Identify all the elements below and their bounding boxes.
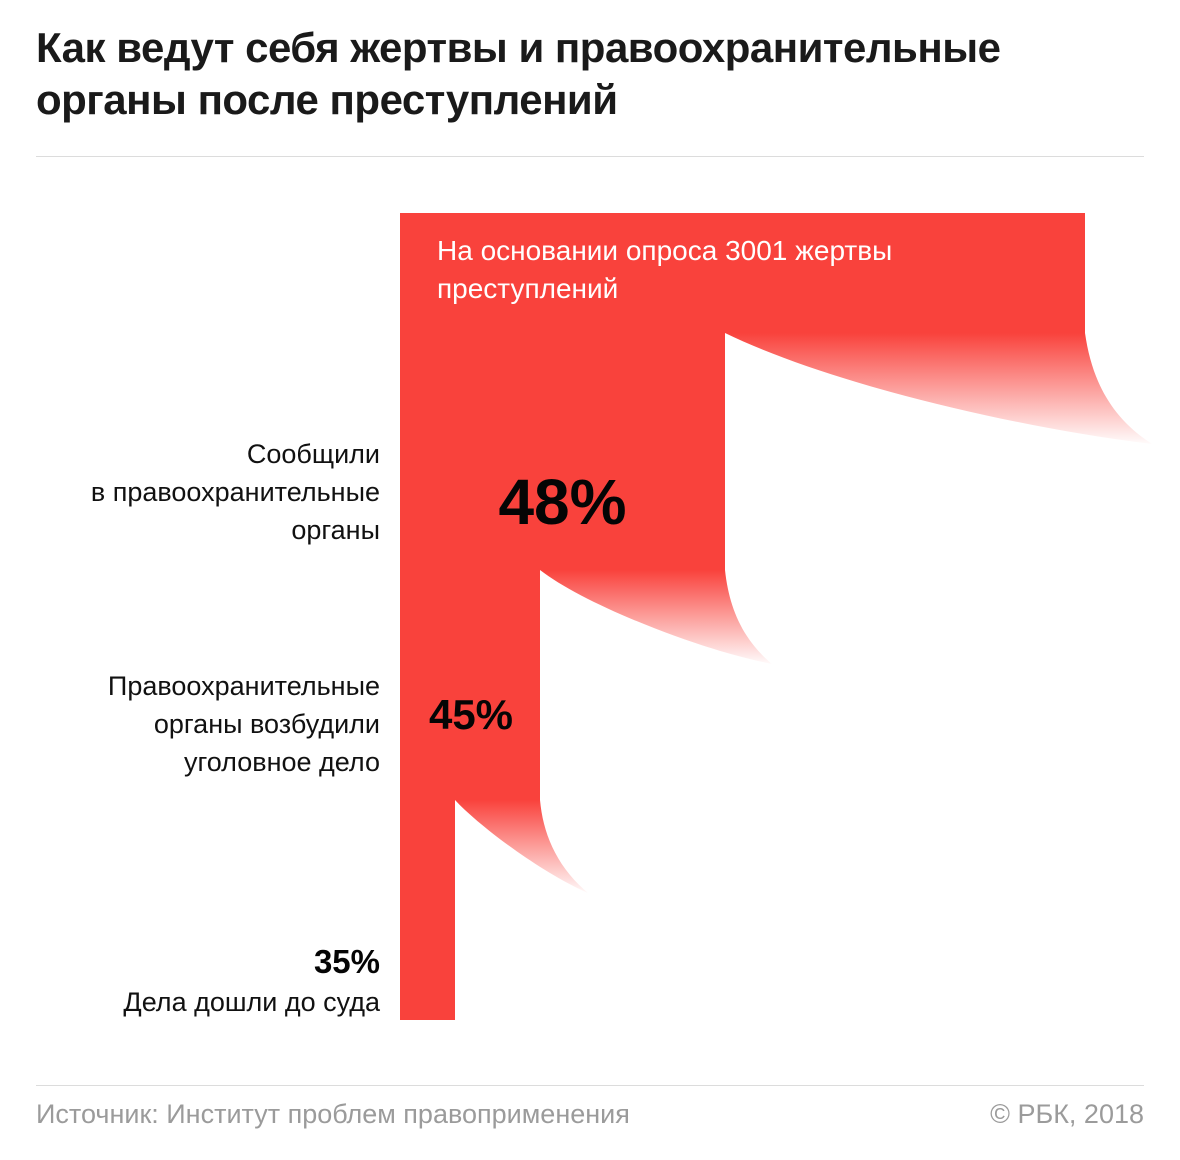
top-divider <box>36 156 1144 157</box>
survey-annotation: На основании опроса 3001 жертвы преступл… <box>437 235 893 305</box>
source-text: Источник: Институт проблем правоприменен… <box>36 1099 630 1129</box>
footer-divider <box>36 1085 1144 1086</box>
step-label-court: Дела дошли до суда <box>123 987 380 1017</box>
step-value-reported: 48% <box>498 466 627 538</box>
funnel-body <box>400 213 1085 1020</box>
chart-title: Как ведут себя жертвы и правоохранительн… <box>36 24 1001 124</box>
fade-swoosh-2 <box>540 570 772 664</box>
step-value-court: 35% <box>313 943 380 980</box>
fade-swoosh-3 <box>455 800 588 893</box>
step-label-case-opened: Правоохранительные органы возбудили угол… <box>107 671 380 777</box>
copyright-text: © РБК, 2018 <box>990 1099 1144 1129</box>
step-label-reported: Сообщили в правоохранительные органы <box>90 439 380 545</box>
step-value-case-opened: 45% <box>428 691 514 738</box>
fade-swoosh-1 <box>725 333 1152 444</box>
